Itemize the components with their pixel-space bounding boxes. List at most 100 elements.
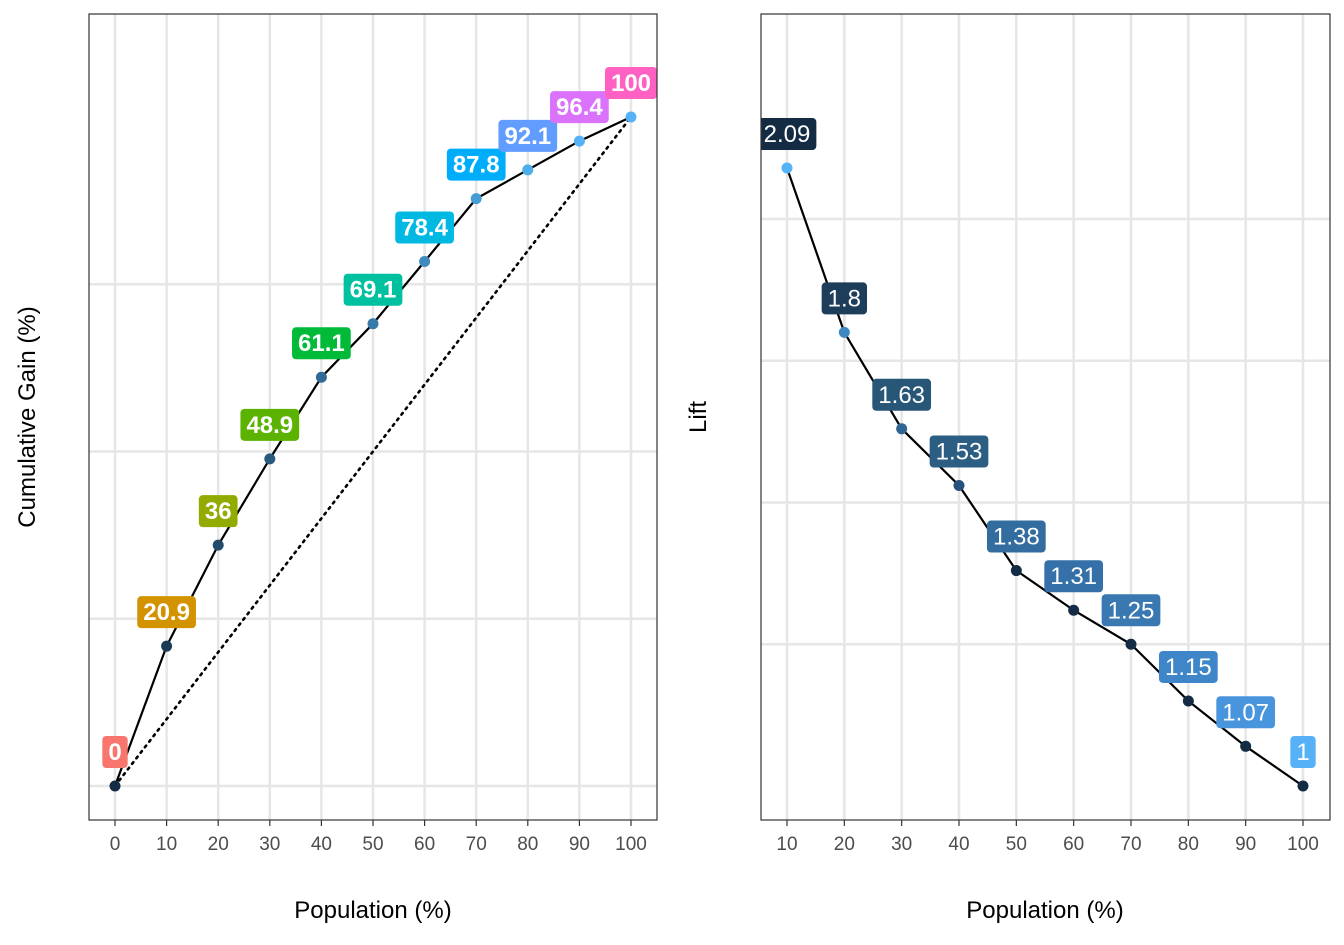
- x-tick-label: 0: [110, 834, 121, 855]
- x-tick-label: 50: [362, 834, 383, 855]
- data-point: [1068, 604, 1080, 616]
- data-point: [1125, 638, 1137, 650]
- data-label: 2.09: [761, 118, 817, 150]
- data-label-box: [446, 148, 506, 181]
- data-point: [953, 480, 965, 492]
- data-label-text: 1.8: [828, 285, 861, 312]
- data-label: 1.38: [986, 520, 1046, 553]
- data-point: [109, 780, 121, 792]
- lift-plot-frame: [760, 13, 1331, 821]
- data-label-box: [821, 282, 868, 315]
- data-label: 36: [198, 495, 238, 528]
- data-point: [1297, 780, 1309, 792]
- data-label-box: [872, 378, 932, 411]
- x-tick-label: 40: [948, 834, 969, 855]
- data-label-box: [102, 736, 128, 768]
- lift-x-axis-title: Population (%): [966, 897, 1123, 924]
- data-point: [419, 256, 431, 268]
- data-label: 96.4: [550, 91, 609, 124]
- x-tick-label: 70: [1120, 834, 1141, 855]
- data-label-box: [498, 119, 558, 152]
- data-label: 1.31: [1044, 560, 1104, 593]
- x-tick-label: 10: [156, 834, 177, 855]
- data-label-box: [1044, 560, 1104, 593]
- data-point: [264, 453, 276, 465]
- data-label-box: [929, 435, 989, 468]
- gain-x-axis-title: Population (%): [294, 897, 451, 924]
- series-line: [785, 167, 1304, 787]
- data-label-text: 69.1: [350, 277, 397, 304]
- data-point: [1240, 740, 1252, 752]
- lift-chart-panel: 2.09 1.8 1.63 1.53 1.38 1.31 1.25 1.15 1.07 1 10 2…: [685, 13, 1331, 924]
- data-label-box: [343, 273, 403, 306]
- data-point: [161, 640, 173, 652]
- data-label-text: 1.25: [1108, 597, 1155, 624]
- data-label-text: 1.38: [993, 524, 1040, 551]
- x-tick-label: 20: [834, 834, 855, 855]
- gain-series: 0 20.9 36 48.9 61.169.1 78.4 87.892.196.4 100: [102, 67, 657, 792]
- data-label-text: 1.31: [1050, 563, 1097, 590]
- data-label-text: 78.4: [401, 215, 448, 242]
- data-label-text: 1.53: [936, 439, 983, 466]
- data-label-box: [1216, 696, 1276, 729]
- data-point: [1010, 565, 1022, 577]
- data-label-box: [761, 118, 817, 150]
- data-label-text: 20.9: [143, 599, 190, 626]
- data-label-box: [550, 91, 609, 124]
- data-label-text: 100: [611, 70, 651, 97]
- data-point: [212, 539, 224, 551]
- data-point: [625, 111, 637, 123]
- x-tick-label: 100: [615, 834, 647, 855]
- data-label-text: 87.8: [453, 152, 500, 179]
- x-tick-label: 90: [1235, 834, 1256, 855]
- x-tick-label: 80: [1178, 834, 1199, 855]
- data-label-box: [240, 408, 300, 441]
- data-label-box: [1158, 650, 1218, 683]
- data-label-box: [1101, 594, 1161, 627]
- x-tick-label: 60: [414, 834, 435, 855]
- lift-series: 2.09 1.8 1.63 1.53 1.38 1.31 1.25 1.15 1.07 1: [761, 118, 1316, 792]
- lift-y-axis-title: Lift: [685, 401, 712, 433]
- data-label: 0: [102, 736, 128, 768]
- x-tick-label: 30: [891, 834, 912, 855]
- x-tick-label: 80: [517, 834, 538, 855]
- data-label-text: 36: [205, 498, 232, 525]
- data-label: 69.1: [343, 273, 403, 306]
- data-label-text: 1: [1296, 739, 1309, 766]
- x-tick-label: 100: [1287, 834, 1319, 855]
- data-label-text: 1.63: [878, 382, 925, 409]
- baseline-dotted-line: [113, 115, 633, 788]
- data-label: 92.1: [498, 119, 558, 152]
- data-label-box: [198, 495, 238, 528]
- data-label: 20.9: [137, 596, 196, 629]
- data-label-text: 61.1: [298, 330, 345, 357]
- data-label-text: 1.15: [1165, 654, 1212, 681]
- data-label: 87.8: [446, 148, 506, 181]
- data-label: 61.1: [292, 327, 351, 360]
- data-label: 1.53: [929, 435, 989, 468]
- data-label-text: 2.09: [764, 121, 811, 148]
- data-point: [367, 318, 379, 330]
- data-label-box: [395, 211, 454, 244]
- x-tick-label: 90: [569, 834, 590, 855]
- data-point: [896, 423, 908, 435]
- data-label-text: 92.1: [504, 123, 551, 150]
- data-label: 78.4: [395, 211, 454, 244]
- gain-y-axis-title: Cumulative Gain (%): [14, 306, 41, 527]
- data-label-text: 1.07: [1222, 699, 1269, 726]
- gain-x-axis-ticks: 0 10 20 30 40 50 60 70 80 90 100: [110, 820, 647, 855]
- data-label: 1.63: [872, 378, 932, 411]
- data-label-box: [137, 596, 196, 629]
- data-label: 1: [1290, 736, 1316, 768]
- data-label: 1.07: [1216, 696, 1276, 729]
- gain-grid: [89, 14, 657, 820]
- x-tick-label: 40: [311, 834, 332, 855]
- lift-x-axis-ticks: 10 20 30 40 50 60 70 80 90 100: [776, 820, 1319, 855]
- data-label-text: 48.9: [246, 412, 293, 439]
- data-point: [1182, 695, 1194, 707]
- x-tick-label: 10: [776, 834, 797, 855]
- data-point: [315, 371, 327, 383]
